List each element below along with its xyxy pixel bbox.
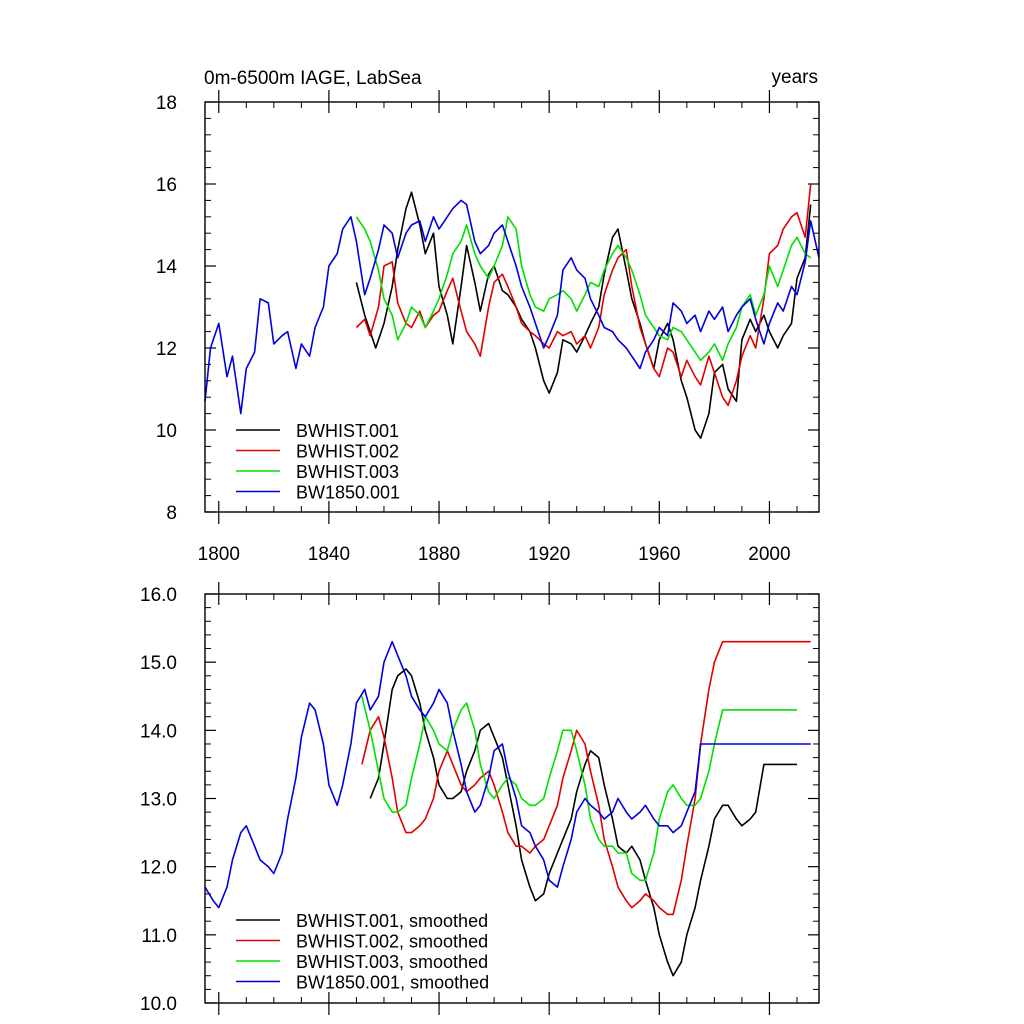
top-ytick-label: 18 xyxy=(156,93,177,114)
top-legend-label-2: BWHIST.002 xyxy=(296,442,399,462)
top-xtick-label: 1880 xyxy=(418,544,460,565)
bottom-plot-frame xyxy=(204,593,820,1004)
bottom-series-line-4 xyxy=(204,640,811,909)
bottom-ytick-label: 14.0 xyxy=(140,721,177,742)
bottom-series-line-3 xyxy=(361,696,797,882)
bottom-ytick-label: 10.0 xyxy=(140,994,177,1015)
top-chart-units: years xyxy=(772,67,818,88)
top-xtick-label: 2000 xyxy=(748,544,790,565)
bottom-legend-label-1: BWHIST.001, smoothed xyxy=(296,911,488,931)
top-xtick-label: 1920 xyxy=(528,544,570,565)
top-ytick-label: 8 xyxy=(166,503,177,524)
bottom-ytick-label: 13.0 xyxy=(140,790,177,811)
bottom-series-line-2 xyxy=(361,640,811,916)
top-series-line-4 xyxy=(204,199,820,415)
top-plot-frame xyxy=(204,101,820,513)
bottom-panel: 10.0 11.0 12.0 13.0 14.0 15.0 16.0 BWHIST.001,… xyxy=(140,582,820,1015)
top-legend-label-3: BWHIST.003 xyxy=(296,462,399,482)
top-ytick-label: 12 xyxy=(156,339,177,360)
top-ytick-label: 16 xyxy=(156,175,177,196)
top-ytick-label: 10 xyxy=(156,421,177,442)
top-legend-label-1: BWHIST.001 xyxy=(296,421,399,441)
top-series-line-1 xyxy=(355,191,812,440)
bottom-ytick-label: 12.0 xyxy=(140,858,177,879)
top-panel: 0m-6500m IAGE, LabSea years 8 10 12 14 16 18 1… xyxy=(156,67,820,565)
top-xtick-label: 1960 xyxy=(638,544,680,565)
top-xtick-label: 1840 xyxy=(308,544,350,565)
top-ytick-label: 14 xyxy=(156,257,178,278)
top-series-line-3 xyxy=(355,216,812,362)
top-chart-title: 0m-6500m IAGE, LabSea xyxy=(204,68,422,89)
bottom-ytick-label: 15.0 xyxy=(140,653,177,674)
bottom-legend-label-3: BWHIST.003, smoothed xyxy=(296,952,488,972)
top-xtick-label: 1800 xyxy=(198,544,240,565)
top-series-line-2 xyxy=(355,183,812,407)
bottom-legend-label-4: BW1850.001, smoothed xyxy=(296,973,489,993)
bottom-ytick-label: 16.0 xyxy=(140,585,177,606)
bottom-legend-label-2: BWHIST.002, smoothed xyxy=(296,932,488,952)
top-legend-label-4: BW1850.001 xyxy=(296,483,400,503)
bottom-series-line-1 xyxy=(369,668,797,977)
bottom-ytick-label: 11.0 xyxy=(141,926,177,947)
